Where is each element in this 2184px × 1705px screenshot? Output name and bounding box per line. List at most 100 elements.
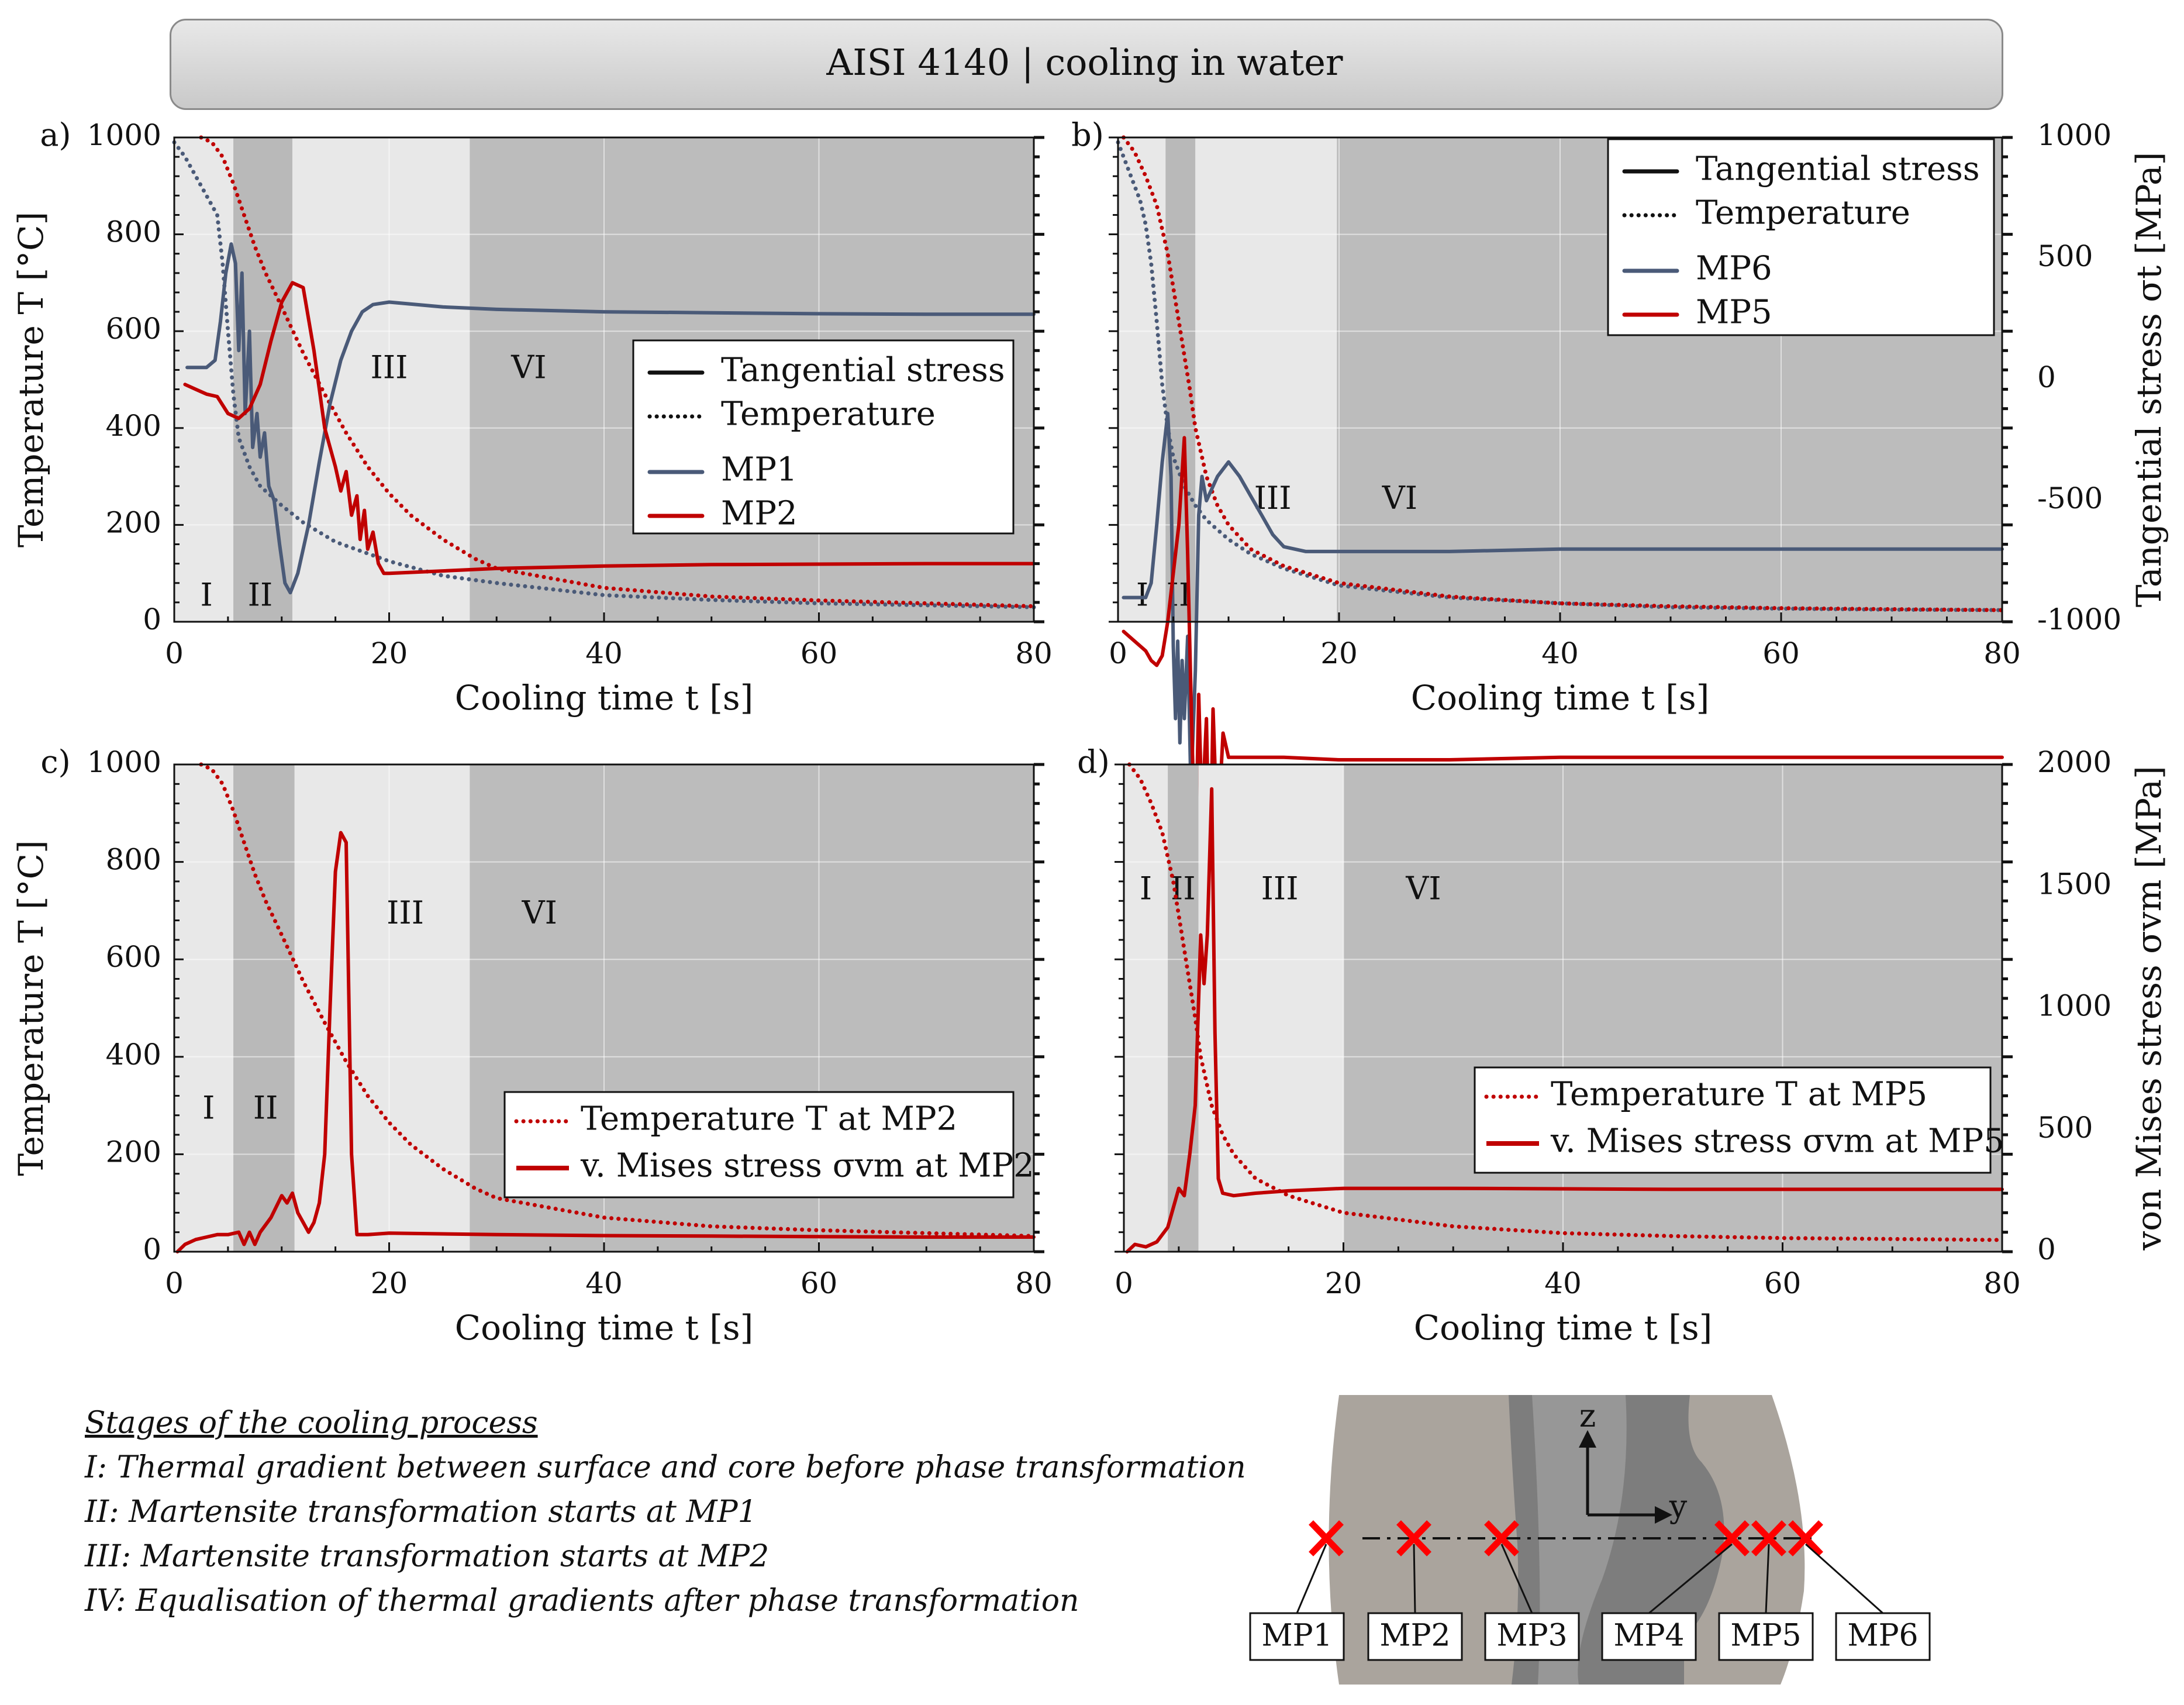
- stages-heading: Stages of the cooling process: [85, 1406, 538, 1441]
- y2-tick-label: 1000: [2037, 118, 2111, 152]
- stage-item-1: I: Thermal gradient between surface and …: [85, 1450, 1246, 1485]
- stage-label-I: I: [1136, 577, 1148, 614]
- leader-line: [1648, 1543, 1733, 1614]
- stage-band-VI: [1343, 764, 2002, 1252]
- y-axis-title: Temperature T [°C]: [11, 212, 51, 547]
- leader-line: [1765, 1544, 1770, 1614]
- x-tick-label: 40: [585, 636, 623, 670]
- leader-line: [1500, 1544, 1533, 1614]
- measurement-point-marker: [1788, 1520, 1823, 1556]
- stage-label-III: III: [371, 349, 408, 385]
- leader-line: [1805, 1543, 1883, 1614]
- stage-label-VI: VI: [1382, 480, 1417, 516]
- mp-label-box: [1835, 1612, 1931, 1661]
- x-tick-label: 40: [1541, 636, 1579, 670]
- x-tick-label: 60: [801, 1266, 838, 1300]
- stage-label-I: I: [200, 577, 212, 614]
- axis-y-label: y: [1669, 1488, 1688, 1525]
- x-tick-label: 20: [371, 1266, 408, 1300]
- legend-label: MP2: [721, 495, 798, 533]
- series-line-mp6-tangential-stress: [1122, 412, 2004, 793]
- y2-tick-label: 0: [2037, 360, 2056, 394]
- y2-tick-label: -500: [2037, 481, 2103, 515]
- legend-label: Temperature: [1696, 194, 1910, 232]
- stage-band-I: [174, 764, 234, 1252]
- panel-label: d): [1077, 743, 1110, 780]
- series-line-v-mises-stress-at-mp2: [175, 831, 1036, 1253]
- measurement-point-marker: [1309, 1520, 1344, 1556]
- legend-label: Tangential stress: [721, 352, 1005, 390]
- stage-band-III: [1198, 764, 1344, 1252]
- panel-label: a): [40, 116, 71, 153]
- y2-axis-title: Tangential stress σt [MPa]: [2129, 152, 2169, 607]
- y-tick-label: 800: [106, 843, 161, 877]
- stage-band-I: [1124, 764, 1168, 1252]
- measurement-point-marker: [1751, 1520, 1786, 1556]
- series-line-mp1-tangential-stress: [185, 242, 1036, 595]
- x-axis-title: Cooling time t [s]: [455, 678, 754, 718]
- x-tick-label: 80: [1015, 1266, 1053, 1300]
- x-tick-label: 40: [1544, 1266, 1582, 1300]
- stage-band-I: [174, 137, 234, 622]
- stage-label-VI: VI: [1405, 870, 1441, 907]
- y-tick-label: 1000: [87, 118, 161, 152]
- bore-highlight: [1532, 1395, 1627, 1685]
- x-tick-label: 20: [1325, 1266, 1362, 1300]
- figure-title: AISI 4140 | cooling in water: [826, 41, 1343, 84]
- panel-label: b): [1071, 116, 1104, 153]
- y-axis-title: Temperature T [°C]: [11, 840, 51, 1176]
- legend-label: Temperature T at MP5: [1551, 1076, 1927, 1114]
- x-axis-title: Cooling time t [s]: [1414, 1308, 1713, 1348]
- y-tick-label: 600: [106, 940, 161, 974]
- series-line-mp1-temperature: [172, 140, 1036, 609]
- y-tick-label: 800: [106, 215, 161, 249]
- y-tick-label: 600: [106, 312, 161, 346]
- measurement-point-marker: [1484, 1520, 1519, 1556]
- x-tick-label: 80: [1983, 636, 2021, 670]
- y2-tick-label: -1000: [2037, 602, 2121, 636]
- x-tick-label: 20: [371, 636, 408, 670]
- stage-item-2: II: Martensite transformation starts at …: [85, 1494, 757, 1530]
- mp-label-box: [1484, 1612, 1580, 1661]
- stage-band-I: [1118, 137, 1166, 622]
- stage-label-III: III: [1261, 870, 1299, 907]
- stage-label-II: II: [248, 577, 273, 614]
- legend-label: MP6: [1696, 250, 1772, 288]
- measurement-point-marker: [1396, 1520, 1431, 1556]
- stage-label-I: I: [1140, 870, 1152, 907]
- stage-band-III: [292, 137, 470, 622]
- x-tick-label: 80: [1015, 636, 1053, 670]
- x-tick-label: 40: [585, 1266, 623, 1300]
- y-tick-label: 0: [143, 602, 161, 636]
- stage-label-VI: VI: [522, 894, 557, 931]
- mp-label: MP1: [1261, 1618, 1332, 1654]
- y-tick-label: 200: [106, 505, 161, 539]
- y2-tick-label: 1500: [2037, 867, 2111, 901]
- stage-band-III: [1195, 137, 1337, 622]
- stages-legend: Stages of the cooling process I: Thermal…: [85, 1401, 1342, 1623]
- legend-label: v. Mises stress σvm at MP5: [1550, 1122, 2004, 1160]
- x-tick-label: 20: [1320, 636, 1358, 670]
- legend-box: [503, 1091, 1015, 1198]
- legend-label: v. Mises stress σvm at MP2: [580, 1147, 1034, 1185]
- legend-box: [1474, 1066, 1992, 1174]
- y-tick-label: 1000: [87, 745, 161, 779]
- y2-tick-label: 1000: [2037, 989, 2111, 1023]
- title-banner: [170, 19, 2003, 110]
- y2-tick-label: 0: [2037, 1232, 2056, 1266]
- x-tick-label: 80: [1983, 1266, 2021, 1300]
- series-line-temperature-t-at-mp5: [1127, 762, 2004, 1242]
- legend-label: MP5: [1696, 294, 1772, 332]
- y-tick-label: 200: [106, 1135, 161, 1169]
- legend-label: Temperature: [721, 395, 936, 433]
- x-tick-label: 0: [1109, 636, 1127, 670]
- legend-label: Tangential stress: [1696, 150, 1980, 188]
- x-tick-label: 0: [1115, 1266, 1133, 1300]
- series-line-v-mises-stress-at-mp5: [1125, 787, 2004, 1253]
- x-tick-label: 60: [1762, 636, 1800, 670]
- legend-label: MP1: [721, 451, 798, 489]
- mp-label: MP5: [1730, 1618, 1801, 1654]
- mp-label: MP2: [1379, 1618, 1450, 1654]
- y-tick-label: 0: [143, 1232, 161, 1266]
- x-axis-title: Cooling time t [s]: [455, 1308, 754, 1348]
